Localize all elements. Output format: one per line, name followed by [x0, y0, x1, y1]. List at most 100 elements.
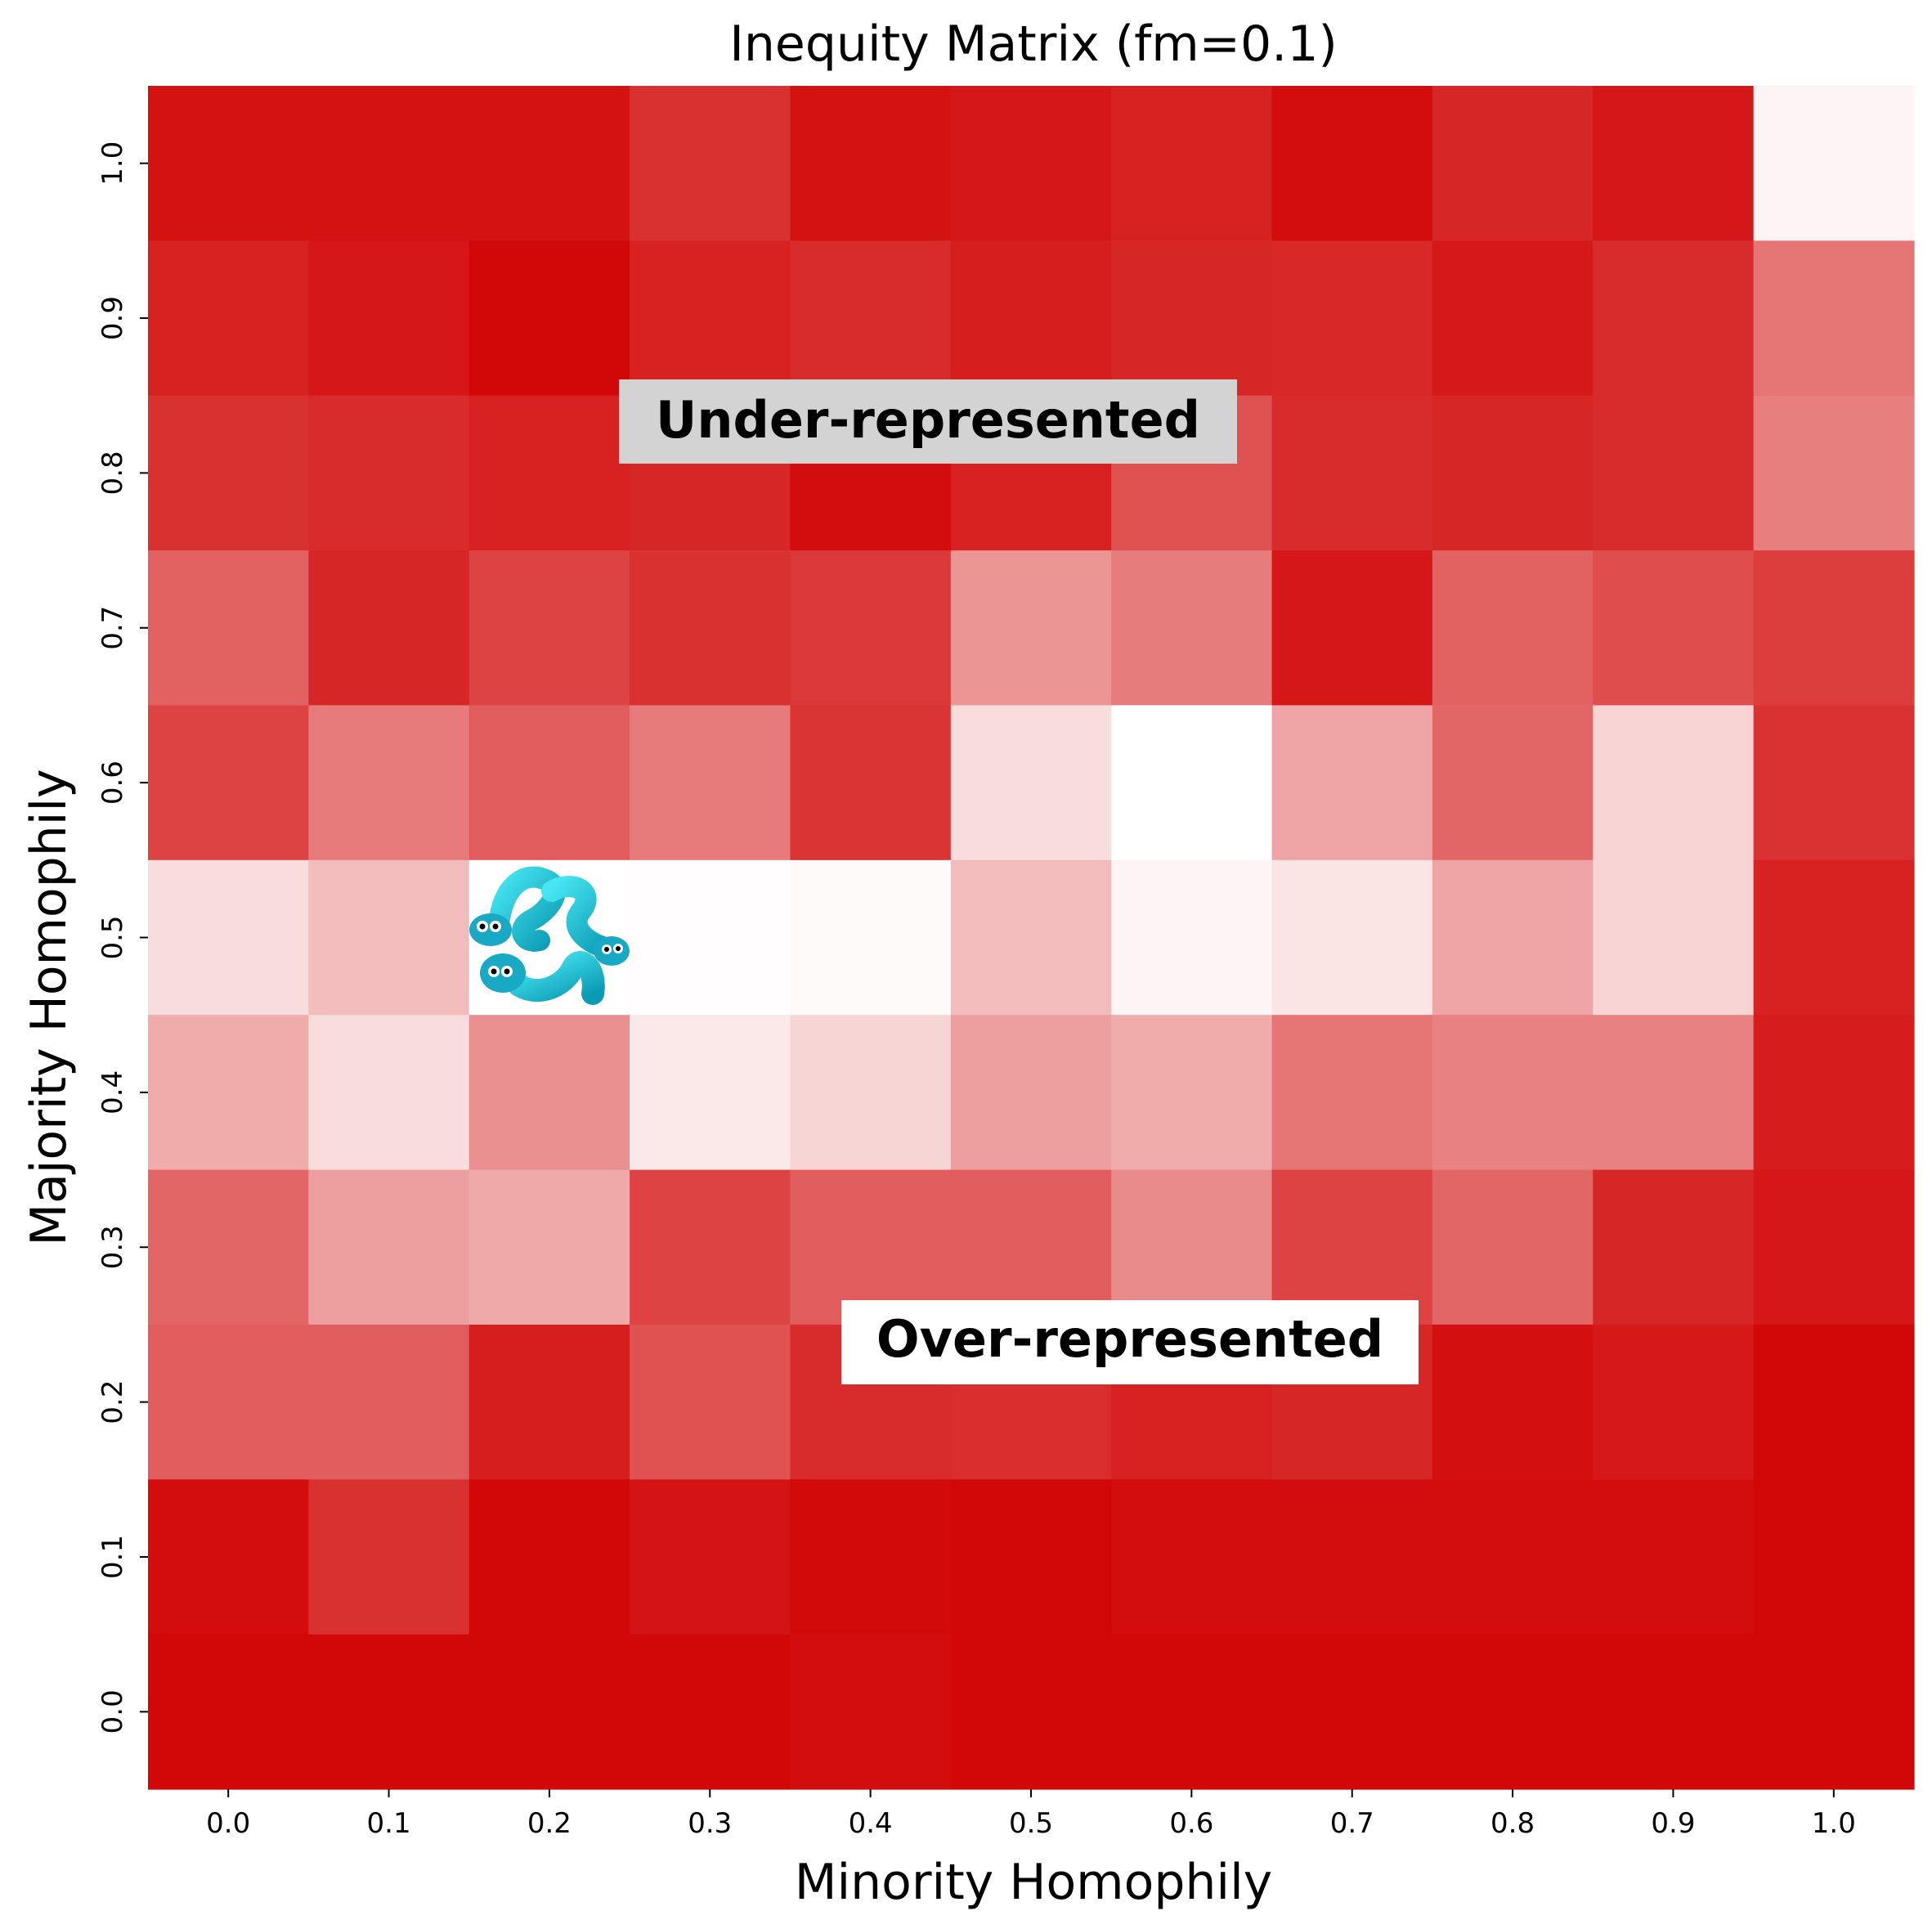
heatmap-cell [468, 1169, 630, 1326]
heatmap-cell [630, 86, 791, 241]
y-tick-label: 0.8 [96, 451, 129, 495]
heatmap-cell [308, 1169, 470, 1326]
heatmap-cell [1111, 1169, 1273, 1326]
heatmap-cell [1753, 550, 1915, 707]
heatmap-cell [1432, 1169, 1594, 1326]
x-axis-ticks: 0.0 0.1 0.2 0.3 0.4 0.5 0.6 0.7 0.8 0.9 1.0 [206, 1789, 1856, 1840]
heatmap-cell [950, 1634, 1112, 1790]
heatmap-cell [148, 240, 309, 397]
heatmap-cell [468, 550, 630, 707]
heatmap-cell [630, 859, 791, 1016]
heatmap-cell [1593, 240, 1755, 397]
y-tick-label: 0.2 [96, 1380, 129, 1424]
x-tick-label: 0.7 [1330, 1807, 1374, 1840]
heatmap-cell [308, 1015, 470, 1171]
under-represented-box [619, 379, 1237, 464]
heatmap-cells [148, 86, 1915, 1790]
heatmap-cell [308, 395, 470, 551]
heatmap-cell [1753, 395, 1915, 551]
heatmap-cell [1111, 550, 1273, 707]
heatmap-cell [1593, 1324, 1755, 1480]
heatmap-cell [468, 86, 630, 241]
y-tick-label: 0.3 [96, 1225, 129, 1269]
heatmap-cell [630, 1015, 791, 1171]
heatmap-cell [1753, 86, 1915, 241]
x-tick-label: 0.4 [849, 1807, 893, 1840]
heatmap-cell [308, 1634, 470, 1790]
heatmap-cell [1593, 1634, 1755, 1790]
heatmap-cell [468, 1015, 630, 1171]
under-represented-label: Under-represented [656, 390, 1200, 450]
heatmap-cell [468, 1324, 630, 1480]
heatmap-cell [1432, 859, 1594, 1016]
heatmap-cell [790, 240, 952, 397]
heatmap-cell [1753, 240, 1915, 397]
x-tick-label: 0.8 [1490, 1807, 1535, 1840]
heatmap-cell [148, 550, 309, 707]
heatmap-cell [1593, 1169, 1755, 1326]
y-tick-label: 1.0 [96, 141, 129, 186]
heatmap-cell [1593, 395, 1755, 551]
y-tick-label: 0.5 [96, 915, 129, 959]
y-tick-label: 0.1 [96, 1535, 129, 1579]
heatmap-cell [1432, 1479, 1594, 1635]
x-tick-label: 0.9 [1651, 1807, 1695, 1840]
heatmap-cell [1271, 395, 1433, 551]
heatmap-cell [1271, 86, 1433, 241]
under-represented-annotation: Under-represented [619, 379, 1237, 464]
heatmap-cell [1271, 550, 1433, 707]
heatmap-cell [1753, 859, 1915, 1016]
x-tick-label: 0.5 [1009, 1807, 1053, 1840]
y-tick-label: 0.7 [96, 606, 129, 650]
cyan-worms-icon [469, 866, 630, 1005]
heatmap-cell [630, 1479, 791, 1635]
heatmap-cell [790, 859, 952, 1016]
heatmap-cell [790, 705, 952, 861]
x-tick-label: 0.0 [206, 1807, 250, 1840]
heatmap-cell [630, 240, 791, 397]
heatmap-cell [148, 1169, 309, 1326]
heatmap-cell [1271, 705, 1433, 861]
heatmap-cell [308, 550, 470, 707]
x-tick-label: 0.3 [688, 1807, 732, 1840]
heatmap-cell [148, 86, 309, 241]
heatmap-cell [148, 1479, 309, 1635]
over-represented-box [841, 1300, 1419, 1384]
heatmap-cell [1432, 705, 1594, 861]
x-tick-label: 0.1 [367, 1807, 411, 1840]
y-axis-label: Majority Homophily [20, 769, 78, 1245]
heatmap-cell [950, 1015, 1112, 1171]
heatmap-cell [1593, 859, 1755, 1016]
heatmap-cell [1753, 1634, 1915, 1790]
heatmap-cell [1753, 705, 1915, 861]
y-tick-label: 0.6 [96, 760, 129, 805]
heatmap-cell [630, 705, 791, 861]
heatmap-cell [1432, 86, 1594, 241]
heatmap-cell [790, 1015, 952, 1171]
heatmap-cell [1593, 705, 1755, 861]
heatmap-cell [1432, 1015, 1594, 1171]
y-axis-ticks: 1.0 0.9 0.8 0.7 0.6 0.5 0.4 0.3 0.2 0.1 0.0 [96, 141, 148, 1734]
heatmap-cell [468, 1479, 630, 1635]
heatmap-cell [1111, 859, 1273, 1016]
heatmap-cell [1753, 1015, 1915, 1171]
heatmap-cell [630, 1169, 791, 1326]
heatmap-cell [308, 859, 470, 1016]
heatmap-cell [308, 240, 470, 397]
heatmap-cell [1593, 1479, 1755, 1635]
heatmap-cell [468, 705, 630, 861]
y-tick-label: 0.0 [96, 1689, 129, 1734]
heatmap-cell [1753, 1169, 1915, 1326]
heatmap-cell [148, 1634, 309, 1790]
heatmap-cell [790, 1169, 952, 1326]
heatmap-cell [1753, 1479, 1915, 1635]
chart-title: Inequity Matrix (fm=0.1) [729, 16, 1338, 73]
heatmap-cell [148, 859, 309, 1016]
heatmap-cell [950, 550, 1112, 707]
heatmap-cell [1111, 1634, 1273, 1790]
heatmap-cell [1271, 1634, 1433, 1790]
heatmap-cell [1271, 1169, 1433, 1326]
heatmap-cell [1111, 240, 1273, 397]
y-tick-label: 0.9 [96, 296, 129, 340]
over-represented-label: Over-represented [876, 1309, 1383, 1369]
